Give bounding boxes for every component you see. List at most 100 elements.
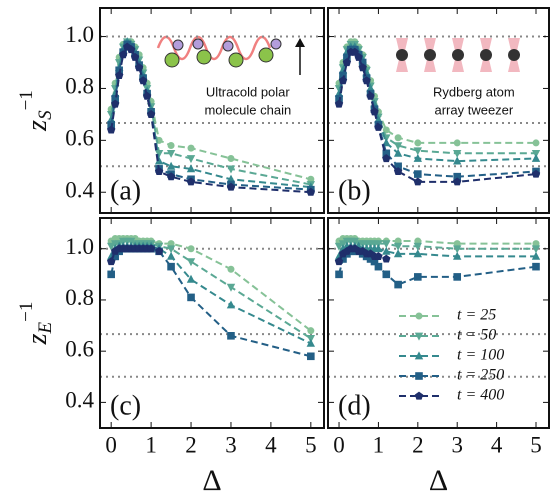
marker xyxy=(394,280,402,289)
y-label-base: z xyxy=(22,120,53,132)
marker xyxy=(350,47,359,56)
marker xyxy=(393,148,403,157)
marker xyxy=(354,52,363,61)
marker xyxy=(186,164,196,173)
marker xyxy=(107,270,115,279)
marker xyxy=(166,161,176,170)
annotation: array tweezer xyxy=(434,102,513,117)
marker xyxy=(127,45,136,54)
marker xyxy=(362,76,371,85)
marker xyxy=(186,274,196,283)
x-tick-label: 1 xyxy=(373,432,385,457)
marker xyxy=(374,123,383,131)
marker xyxy=(154,167,164,175)
x-tick-label: 3 xyxy=(451,432,463,457)
marker xyxy=(226,174,236,183)
marker xyxy=(343,53,351,62)
annotation: molecule chain xyxy=(204,102,291,117)
marker xyxy=(531,251,541,260)
marker xyxy=(382,149,391,158)
marker xyxy=(453,150,462,158)
marker xyxy=(134,63,144,72)
panel-label: (d) xyxy=(338,390,371,421)
x-tick-label: 4 xyxy=(491,432,503,457)
marker xyxy=(393,167,403,175)
y-tick-label: 1.0 xyxy=(65,234,94,259)
legend-label: t = 25 xyxy=(457,307,496,324)
marker xyxy=(338,76,348,85)
marker xyxy=(107,242,116,251)
marker xyxy=(453,139,461,147)
legend-label: t = 100 xyxy=(457,347,504,364)
marker xyxy=(227,265,235,273)
y-label-sub: E xyxy=(35,321,56,334)
marker xyxy=(166,251,176,260)
legend-label: t = 50 xyxy=(457,327,496,344)
legend-marker xyxy=(414,391,424,400)
marker xyxy=(394,134,402,142)
marker xyxy=(453,273,462,281)
marker xyxy=(186,155,196,164)
legend-label: t = 250 xyxy=(457,367,504,384)
x-tick-label: 0 xyxy=(333,432,345,457)
marker xyxy=(382,246,391,255)
marker xyxy=(358,58,367,67)
tweezer-icon xyxy=(396,38,520,72)
marker xyxy=(306,338,315,347)
marker xyxy=(453,240,461,248)
y-tick-label: 0.6 xyxy=(65,126,94,151)
marker xyxy=(366,91,375,100)
marker xyxy=(453,251,462,260)
marker xyxy=(111,95,119,103)
marker xyxy=(115,66,123,75)
plot-frame xyxy=(327,217,550,429)
marker xyxy=(111,99,120,108)
marker xyxy=(227,155,235,163)
x-tick-label: 0 xyxy=(105,432,117,457)
marker xyxy=(358,63,367,72)
x-tick-label: 5 xyxy=(530,432,542,457)
marker xyxy=(531,153,541,162)
marker xyxy=(338,65,348,74)
marker xyxy=(413,177,422,186)
marker xyxy=(186,177,196,186)
marker xyxy=(154,156,164,165)
marker xyxy=(413,153,422,162)
marker xyxy=(307,327,315,335)
annotation: Ultracold polar xyxy=(206,84,290,99)
marker xyxy=(413,147,422,156)
marker xyxy=(111,252,119,261)
y-tick-label: 0.4 xyxy=(65,388,94,413)
legend-marker xyxy=(415,372,423,380)
x-tick-label: 4 xyxy=(265,432,277,457)
marker xyxy=(532,262,540,271)
marker xyxy=(107,257,116,266)
marker xyxy=(393,249,403,258)
marker xyxy=(226,300,236,309)
marker xyxy=(167,240,175,248)
marker xyxy=(227,332,235,340)
legend-marker xyxy=(415,312,423,320)
y-label-sub: S xyxy=(35,110,56,120)
marker xyxy=(532,139,540,147)
marker xyxy=(453,177,462,186)
series-line xyxy=(110,45,311,194)
marker xyxy=(342,58,352,67)
marker xyxy=(166,150,176,158)
marker xyxy=(370,257,379,266)
marker xyxy=(339,255,347,263)
marker xyxy=(335,270,343,279)
series-line xyxy=(338,51,537,183)
marker xyxy=(531,169,541,178)
marker xyxy=(453,156,462,165)
series-line xyxy=(338,237,536,245)
marker xyxy=(374,244,383,253)
y-tick-label: 0.4 xyxy=(65,178,94,203)
marker xyxy=(166,172,176,181)
marker xyxy=(226,182,236,191)
legend-marker xyxy=(414,351,424,360)
marker xyxy=(307,352,315,361)
y-axis-label: zS−1 xyxy=(16,90,56,132)
marker xyxy=(374,262,383,271)
marker xyxy=(146,244,156,253)
